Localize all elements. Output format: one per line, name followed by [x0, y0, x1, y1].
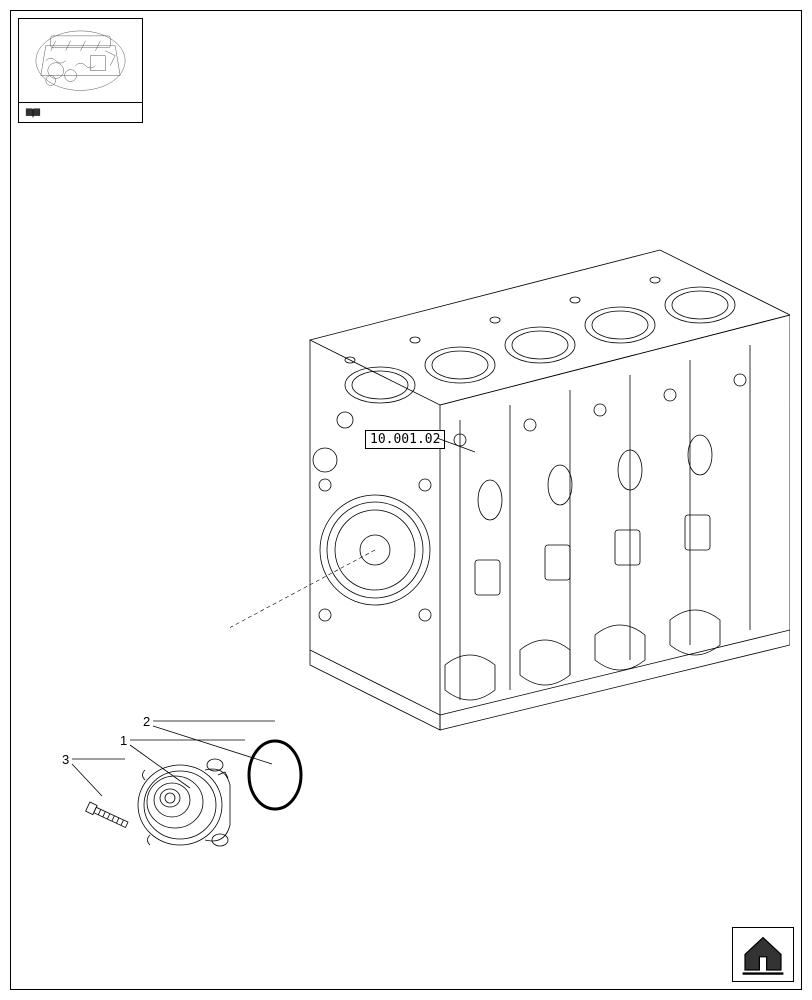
nav-icon-box[interactable]: [732, 927, 794, 982]
thumbnail-box: [18, 18, 143, 123]
callout-3: 3: [62, 752, 69, 767]
callout-1: 1: [120, 733, 127, 748]
thumbnail-engine-image: [19, 19, 142, 102]
thumbnail-footer: [19, 102, 142, 122]
engine-thumbnail-svg: [21, 21, 140, 100]
water-pump-drawing: [70, 680, 350, 880]
arrow-up-icon: [733, 928, 793, 982]
callout-2: 2: [143, 714, 150, 729]
ref-leader-line: [365, 430, 485, 460]
book-icon: [24, 107, 42, 119]
main-diagram-area: 10.001.02 1 2 3: [30, 150, 782, 920]
